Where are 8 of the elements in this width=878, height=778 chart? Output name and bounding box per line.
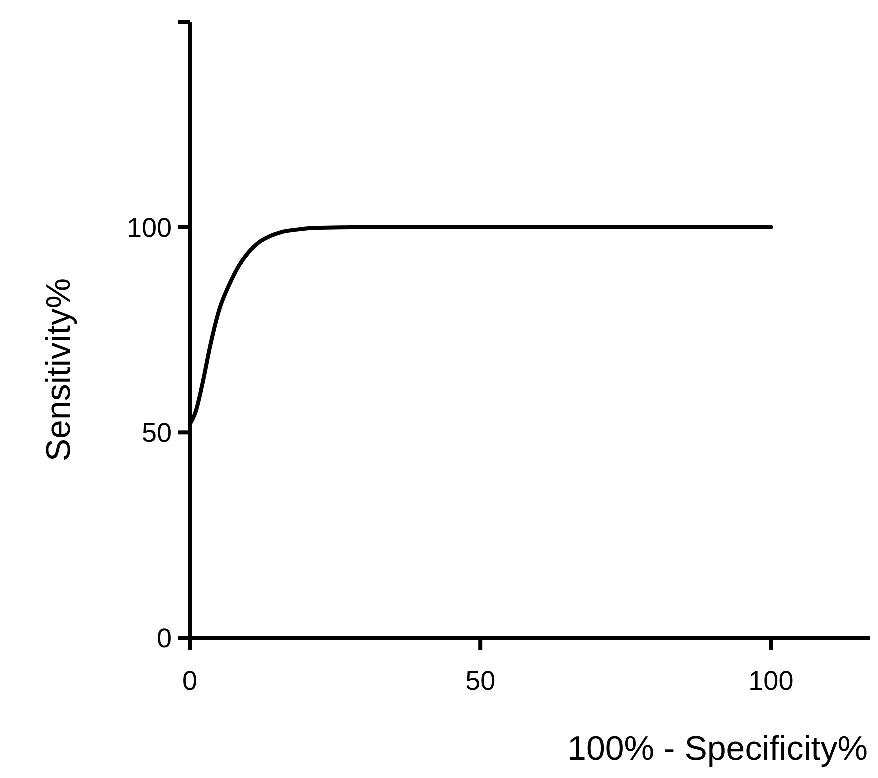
y-tick-label: 50 [142, 418, 172, 448]
x-tick-label: 50 [466, 666, 496, 696]
y-axis-title: Sensitivity% [40, 278, 78, 462]
y-tick-label: 0 [156, 623, 172, 654]
x-tick-label: 100 [748, 666, 794, 696]
y-tick-label: 100 [126, 212, 172, 243]
x-axis-title: 100% - Specificity% [568, 730, 868, 768]
x-tick-label: 0 [182, 666, 198, 696]
